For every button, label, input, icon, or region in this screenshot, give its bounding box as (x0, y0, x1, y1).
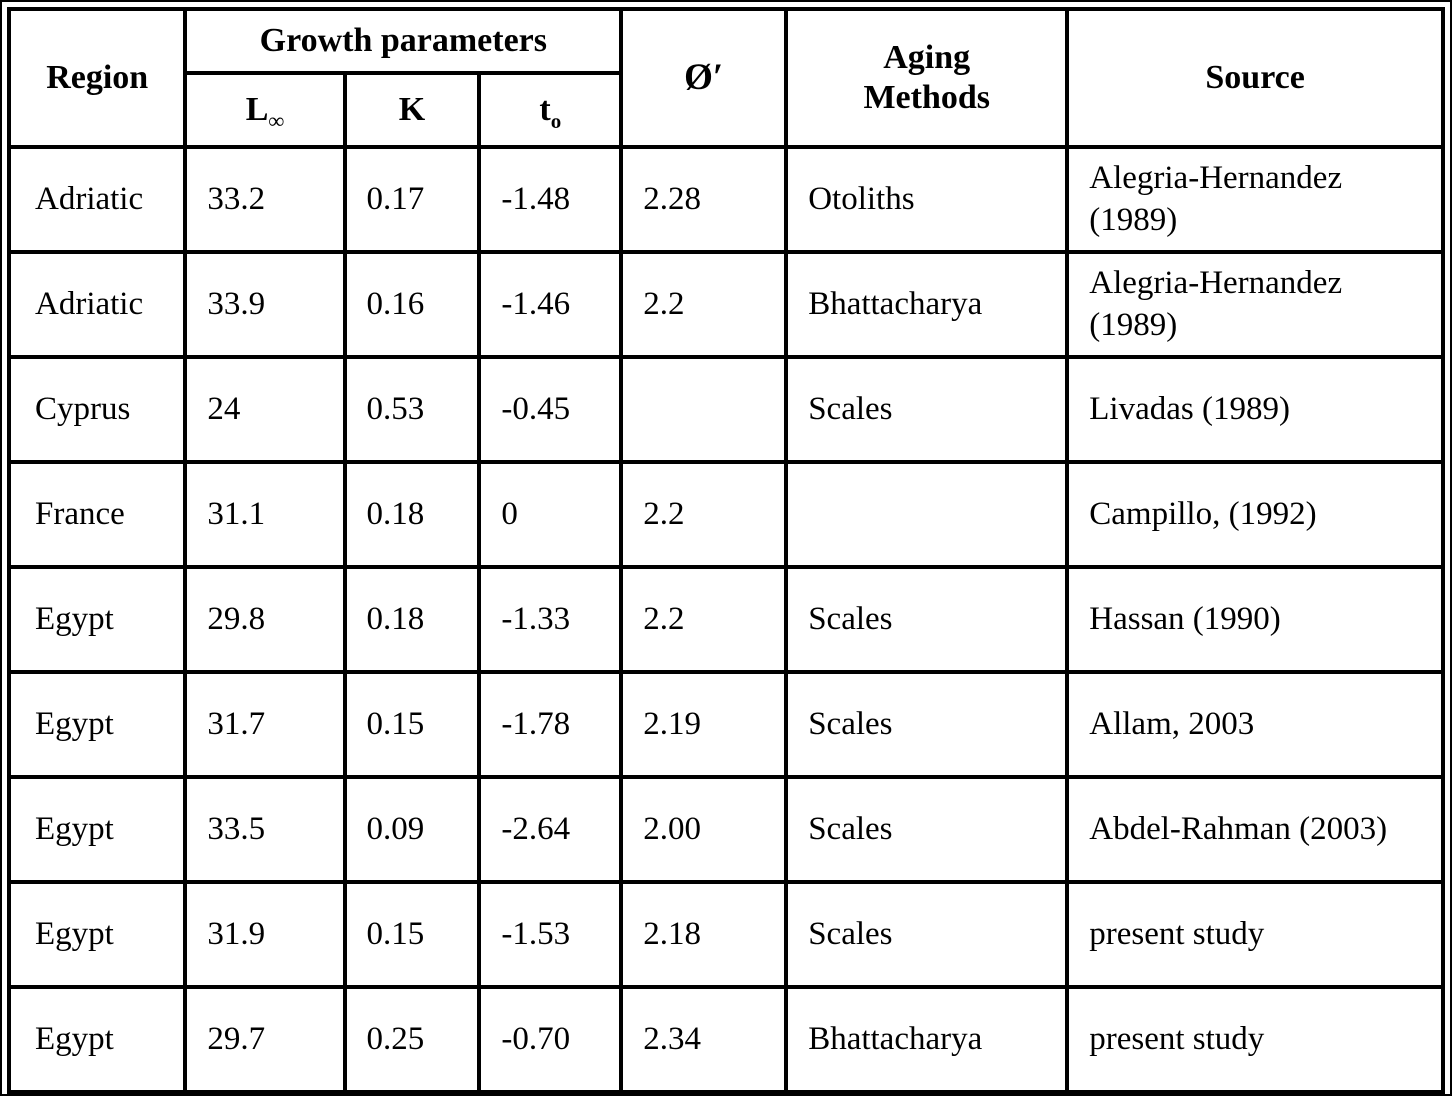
cell-k: 0.18 (342, 460, 482, 569)
header-aging-methods-label: Aging Methods (863, 38, 990, 116)
cell-l_inf: 29.8 (183, 565, 347, 674)
cell-phi (619, 355, 789, 464)
cell-region: Egypt (6, 775, 188, 884)
header-l-infinity-subscript: ∞ (268, 107, 285, 133)
cell-t0: 0 (477, 460, 624, 569)
cell-region: Adriatic (6, 145, 188, 254)
cell-t0: -1.48 (477, 145, 624, 254)
table-row: Egypt 29.8 0.18 -1.33 2.2 Scales Hassan (1990) (6, 565, 1445, 674)
cell-t0: -1.53 (477, 880, 624, 989)
header-l-infinity: L∞ (183, 71, 347, 149)
cell-source: Alegria-Hernandez (1989) (1065, 145, 1445, 254)
cell-k: 0.09 (342, 775, 482, 884)
cell-phi: 2.18 (619, 880, 789, 989)
cell-l_inf: 33.5 (183, 775, 347, 884)
table-row: Egypt 33.5 0.09 -2.64 2.00 Scales Abdel-Rahman… (6, 775, 1445, 884)
cell-t0: -0.45 (477, 355, 624, 464)
header-t-zero-base: t (539, 90, 551, 128)
cell-l_inf: 31.9 (183, 880, 347, 989)
header-phi-prime: Ø′ (619, 7, 789, 149)
cell-t0: -1.46 (477, 250, 624, 359)
cell-phi: 2.19 (619, 670, 789, 779)
cell-source: Hassan (1990) (1065, 565, 1445, 674)
cell-source: Abdel-Rahman (2003) (1065, 775, 1445, 884)
header-t-zero-subscript: o (550, 108, 562, 133)
cell-l_inf: 31.7 (183, 670, 347, 779)
cell-k: 0.18 (342, 565, 482, 674)
table-header: Region Growth parameters Ø′ Aging Method… (6, 7, 1445, 149)
header-growth-parameters: Growth parameters (183, 7, 624, 75)
cell-region: Egypt (6, 670, 188, 779)
cell-source: Alegria-Hernandez (1989) (1065, 250, 1445, 359)
cell-k: 0.16 (342, 250, 482, 359)
header-t-zero: to (477, 71, 624, 149)
cell-l_inf: 31.1 (183, 460, 347, 569)
cell-phi: 2.00 (619, 775, 789, 884)
cell-l_inf: 24 (183, 355, 347, 464)
cell-aging: Bhattacharya (784, 250, 1070, 359)
cell-aging: Scales (784, 880, 1070, 989)
cell-phi: 2.2 (619, 250, 789, 359)
cell-aging: Otoliths (784, 145, 1070, 254)
cell-k: 0.25 (342, 985, 482, 1094)
cell-l_inf: 29.7 (183, 985, 347, 1094)
cell-source: present study (1065, 880, 1445, 989)
cell-region: Egypt (6, 985, 188, 1094)
table-row: Egypt 29.7 0.25 -0.70 2.34 Bhattacharya presen… (6, 985, 1445, 1094)
header-l-infinity-base: L (245, 90, 269, 128)
cell-source: Livadas (1989) (1065, 355, 1445, 464)
cell-k: 0.15 (342, 880, 482, 989)
table-body: Adriatic 33.2 0.17 -1.48 2.28 Otoliths Alegria… (6, 145, 1445, 1094)
cell-phi: 2.2 (619, 565, 789, 674)
cell-source: Allam, 2003 (1065, 670, 1445, 779)
cell-region: Egypt (6, 565, 188, 674)
cell-region: Cyprus (6, 355, 188, 464)
cell-phi: 2.34 (619, 985, 789, 1094)
header-row-top: Region Growth parameters Ø′ Aging Method… (6, 7, 1445, 149)
table-row: Cyprus 24 0.53 -0.45 Scales Livadas (1989) (6, 355, 1445, 464)
table-row: Adriatic 33.9 0.16 -1.46 2.2 Bhattacharya Aleg… (6, 250, 1445, 359)
cell-t0: -1.78 (477, 670, 624, 779)
cell-phi: 2.2 (619, 460, 789, 569)
growth-parameters-table: Region Growth parameters Ø′ Aging Method… (6, 7, 1445, 1094)
header-source: Source (1065, 7, 1445, 149)
cell-region: Adriatic (6, 250, 188, 359)
cell-l_inf: 33.2 (183, 145, 347, 254)
cell-region: France (6, 460, 188, 569)
table-row: Adriatic 33.2 0.17 -1.48 2.28 Otoliths Alegria… (6, 145, 1445, 254)
cell-aging: Scales (784, 355, 1070, 464)
cell-aging: Scales (784, 670, 1070, 779)
cell-aging: Scales (784, 775, 1070, 884)
cell-phi: 2.28 (619, 145, 789, 254)
header-row-sub: L∞ K to (9, 71, 1443, 149)
cell-aging: Bhattacharya (784, 985, 1070, 1094)
header-aging-methods: Aging Methods (784, 7, 1070, 149)
cell-aging (784, 460, 1070, 569)
table-row: France 31.1 0.18 0 2.2 Campillo, (1992) (6, 460, 1445, 569)
header-region: Region (6, 7, 188, 149)
table-row: Egypt 31.7 0.15 -1.78 2.19 Scales Allam, 2003 (6, 670, 1445, 779)
cell-l_inf: 33.9 (183, 250, 347, 359)
table-row: Egypt 31.9 0.15 -1.53 2.18 Scales present stud… (6, 880, 1445, 989)
cell-source: present study (1065, 985, 1445, 1094)
cell-k: 0.15 (342, 670, 482, 779)
header-k: K (342, 71, 482, 149)
cell-k: 0.53 (342, 355, 482, 464)
cell-t0: -0.70 (477, 985, 624, 1094)
cell-t0: -1.33 (477, 565, 624, 674)
cell-region: Egypt (6, 880, 188, 989)
cell-aging: Scales (784, 565, 1070, 674)
cell-k: 0.17 (342, 145, 482, 254)
cell-source: Campillo, (1992) (1065, 460, 1445, 569)
cell-t0: -2.64 (477, 775, 624, 884)
